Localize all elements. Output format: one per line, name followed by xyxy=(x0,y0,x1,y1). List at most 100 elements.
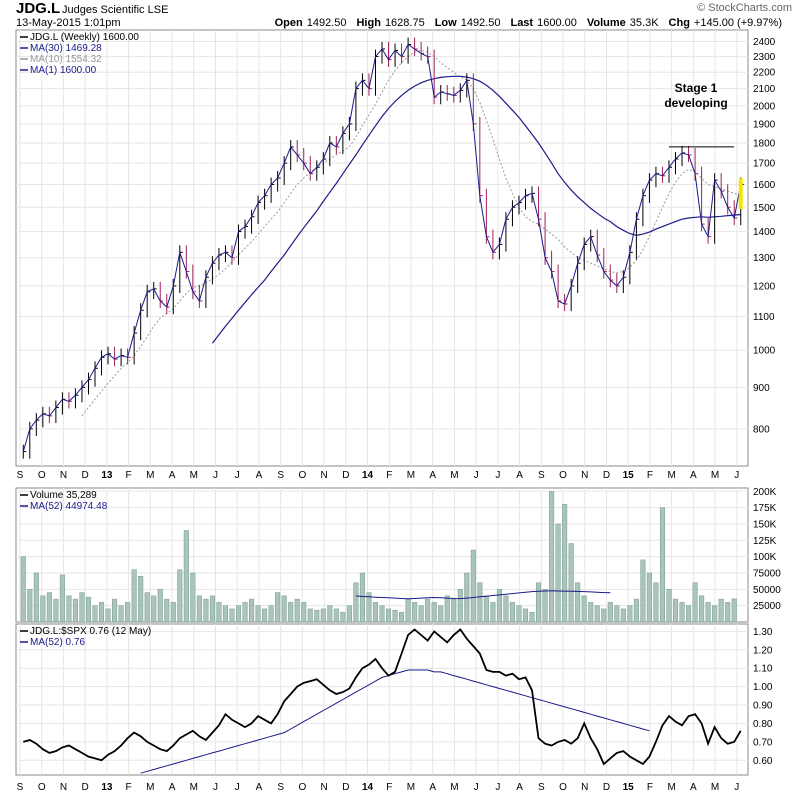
price-ytick-label: 1300 xyxy=(753,253,776,264)
volume-bar xyxy=(490,602,496,623)
volume-bar xyxy=(59,574,65,623)
rs-ytick-label: 0.90 xyxy=(753,701,773,712)
volume-bar xyxy=(549,491,555,623)
quote-value-open: 1492.50 xyxy=(306,17,347,29)
x-tick-label: N xyxy=(581,782,588,793)
price-ytick-label: 1400 xyxy=(753,227,776,238)
x-tick-label: M xyxy=(711,782,719,793)
quote-label-volume: Volume xyxy=(586,17,626,29)
volume-bar xyxy=(483,595,489,623)
rs-panel-frame xyxy=(15,623,749,776)
volume-bar xyxy=(470,549,476,623)
price-ytick-label: 2400 xyxy=(753,37,776,48)
x-tick-label: A xyxy=(516,470,523,481)
price-ytick-label: 1200 xyxy=(753,281,776,292)
volume-bar xyxy=(196,595,202,623)
x-tick-label: M xyxy=(190,470,198,481)
watermark: © StockCharts.com xyxy=(697,2,792,14)
x-tick-label: D xyxy=(82,782,89,793)
volume-bar xyxy=(255,605,261,623)
volume-bar xyxy=(281,595,287,623)
x-tick-label: A xyxy=(690,782,697,793)
volume-bar xyxy=(712,605,718,623)
volume-bar xyxy=(496,589,502,623)
x-tick-label: S xyxy=(277,782,284,793)
x-tick-label: J xyxy=(734,470,739,481)
volume-legend-entry: Volume 35,289 xyxy=(30,490,97,501)
price-legend-entry: MA(1) 1600.00 xyxy=(30,65,97,76)
volume-ytick-label: 100K xyxy=(753,552,777,563)
volume-bar xyxy=(314,609,320,623)
price-ytick-label: 1800 xyxy=(753,138,776,149)
volume-bar xyxy=(731,598,737,623)
price-panel-frame xyxy=(15,29,749,467)
x-tick-label: S xyxy=(17,782,24,793)
volume-bar xyxy=(620,608,626,623)
volume-bar xyxy=(85,596,92,623)
volume-bar xyxy=(581,595,587,623)
volume-bar xyxy=(686,605,692,623)
volume-bar xyxy=(340,611,346,623)
volume-bar xyxy=(66,595,72,623)
x-tick-label: J xyxy=(495,782,500,793)
x-tick-label: 14 xyxy=(362,782,374,793)
x-tick-label: M xyxy=(450,782,458,793)
volume-bar xyxy=(444,595,450,623)
rs-ma52-line xyxy=(140,669,650,774)
x-tick-label: F xyxy=(126,470,132,481)
x-tick-label: 14 xyxy=(362,470,374,481)
volume-bar xyxy=(131,569,137,623)
rs-ytick-label: 1.20 xyxy=(753,645,773,656)
volume-bar xyxy=(568,543,574,623)
volume-bar xyxy=(216,602,222,623)
volume-bar xyxy=(209,595,215,623)
volume-bar xyxy=(666,589,672,623)
x-tick-label: M xyxy=(407,470,415,481)
volume-bar xyxy=(672,598,679,623)
quote-value-low: 1492.50 xyxy=(460,17,501,29)
volume-legend-entry: MA(52) 44974.48 xyxy=(30,501,108,512)
x-tick-label: O xyxy=(298,470,306,481)
rs-ytick-label: 0.80 xyxy=(753,719,773,730)
volume-bar xyxy=(92,605,98,623)
volume-bar xyxy=(366,592,372,623)
volume-bar xyxy=(516,605,522,623)
rs-legend-entry: JDG.L:$SPX 0.76 (12 May) xyxy=(30,626,151,637)
x-tick-label: J xyxy=(495,470,500,481)
volume-bar xyxy=(327,605,333,623)
volume-bar xyxy=(112,598,118,623)
volume-bar xyxy=(235,605,242,623)
x-tick-label: M xyxy=(667,782,675,793)
volume-bar xyxy=(151,595,157,623)
volume-bar xyxy=(503,595,509,623)
x-tick-label: S xyxy=(538,470,545,481)
price-ytick-label: 2000 xyxy=(753,101,776,112)
volume-bar xyxy=(203,598,209,623)
x-tick-label: 13 xyxy=(101,470,113,481)
volume-bar xyxy=(679,602,685,623)
exchange-label: LSE xyxy=(147,4,169,16)
quote-summary: Open 1492.50 High 1628.75 Low 1492.50 Last 1600… xyxy=(275,17,792,29)
volume-bar xyxy=(222,605,228,623)
volume-bar xyxy=(588,602,594,623)
volume-bar xyxy=(536,582,542,623)
price-ytick-label: 2200 xyxy=(753,68,776,79)
volume-bar xyxy=(33,572,39,623)
volume-bar xyxy=(562,504,568,623)
ma30-line xyxy=(211,75,741,344)
volume-bar xyxy=(418,605,424,623)
quote-value-last: 1600.00 xyxy=(537,17,577,29)
x-tick-label: F xyxy=(386,782,392,793)
volume-bar xyxy=(399,611,405,623)
x-tick-label: O xyxy=(559,782,567,793)
volume-bar xyxy=(98,602,105,623)
x-tick-label: F xyxy=(126,782,132,793)
price-ytick-label: 2300 xyxy=(753,52,776,63)
quote-label-low: Low xyxy=(434,17,457,29)
x-tick-label: A xyxy=(690,470,697,481)
volume-bar xyxy=(190,572,196,623)
x-tick-label: J xyxy=(235,470,240,481)
quote-value-volume: 35.3K xyxy=(629,17,659,29)
volume-bar xyxy=(627,605,633,623)
volume-bar xyxy=(633,598,639,623)
